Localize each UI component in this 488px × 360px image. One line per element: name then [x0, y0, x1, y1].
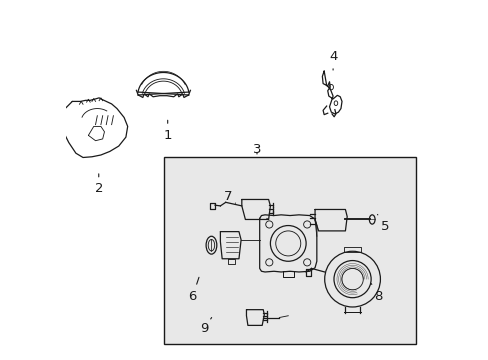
Text: 7: 7	[224, 190, 235, 203]
Text: 9: 9	[200, 318, 211, 335]
Text: 5: 5	[377, 215, 389, 233]
Text: 1: 1	[163, 120, 172, 142]
Bar	[164, 157, 415, 344]
Text: 3: 3	[252, 143, 261, 156]
Text: 2: 2	[94, 174, 103, 195]
Text: 6: 6	[188, 277, 199, 303]
Text: 8: 8	[370, 284, 382, 303]
Text: 4: 4	[328, 50, 337, 70]
